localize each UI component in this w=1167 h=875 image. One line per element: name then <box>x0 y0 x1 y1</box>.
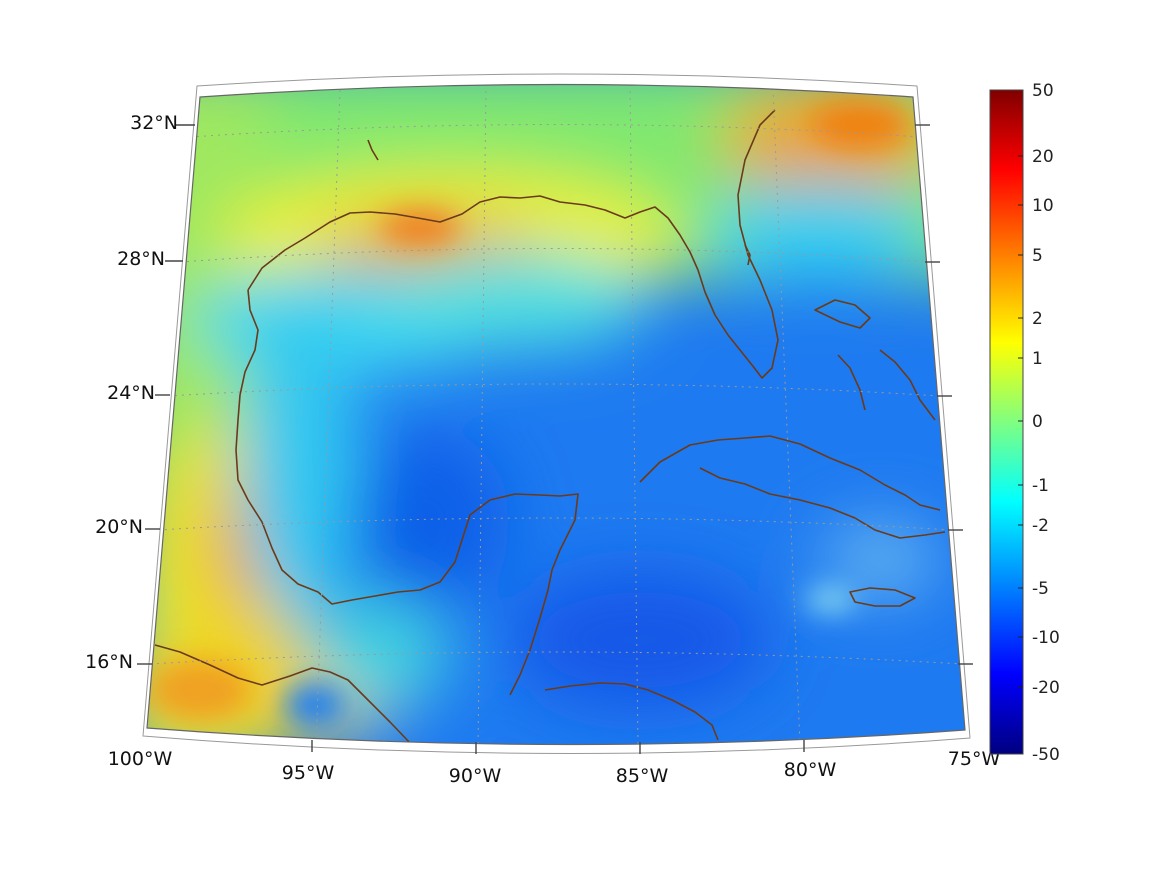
colorbar-label: -2 <box>1032 516 1049 536</box>
colorbar-label: 1 <box>1032 349 1043 369</box>
lon-label-85w: 85°W <box>616 765 669 787</box>
lon-label-90w: 90°W <box>449 765 502 787</box>
lat-label-20: 20°N <box>95 516 143 538</box>
lon-label-75w: 75°W <box>948 748 1001 770</box>
colorbar-label: 10 <box>1032 196 1054 216</box>
colorbar-label: -10 <box>1032 628 1060 648</box>
colorbar-labels: 50 20 10 5 2 1 0 -1 -2 -5 -10 -20 -50 <box>1032 81 1060 765</box>
colorbar-label: -5 <box>1032 579 1049 599</box>
lat-label-28: 28°N <box>117 248 165 270</box>
graticule <box>149 84 963 745</box>
lon-label-80w: 80°W <box>784 759 837 781</box>
colorbar-label: 2 <box>1032 309 1043 329</box>
colorbar: 50 20 10 5 2 1 0 -1 -2 -5 -10 -20 -50 <box>989 81 1060 765</box>
colorbar-label: 5 <box>1032 246 1043 266</box>
colorbar-label: 0 <box>1032 412 1043 432</box>
colorbar-gradient <box>989 89 1024 755</box>
colorbar-label: 50 <box>1032 81 1054 101</box>
lon-label-100w: 100°W <box>108 748 173 770</box>
colorbar-label: -1 <box>1032 476 1049 496</box>
colorbar-label: -50 <box>1032 745 1060 765</box>
frame-ticks <box>137 124 973 754</box>
lon-label-95w: 95°W <box>282 762 335 784</box>
lat-label-24: 24°N <box>107 382 155 404</box>
map-frame <box>142 73 971 755</box>
lat-label-32: 32°N <box>130 112 178 134</box>
coastlines <box>154 109 946 745</box>
colorbar-label: 20 <box>1032 147 1054 167</box>
latitude-labels: 32°N 28°N 24°N 20°N 16°N <box>85 112 178 673</box>
longitude-labels: 100°W 95°W 90°W 85°W 80°W 75°W <box>108 748 1001 787</box>
colorbar-label: -20 <box>1032 678 1060 698</box>
map-field <box>147 84 965 745</box>
colorbar-ticks <box>1018 155 1023 688</box>
lat-label-16: 16°N <box>85 651 133 673</box>
